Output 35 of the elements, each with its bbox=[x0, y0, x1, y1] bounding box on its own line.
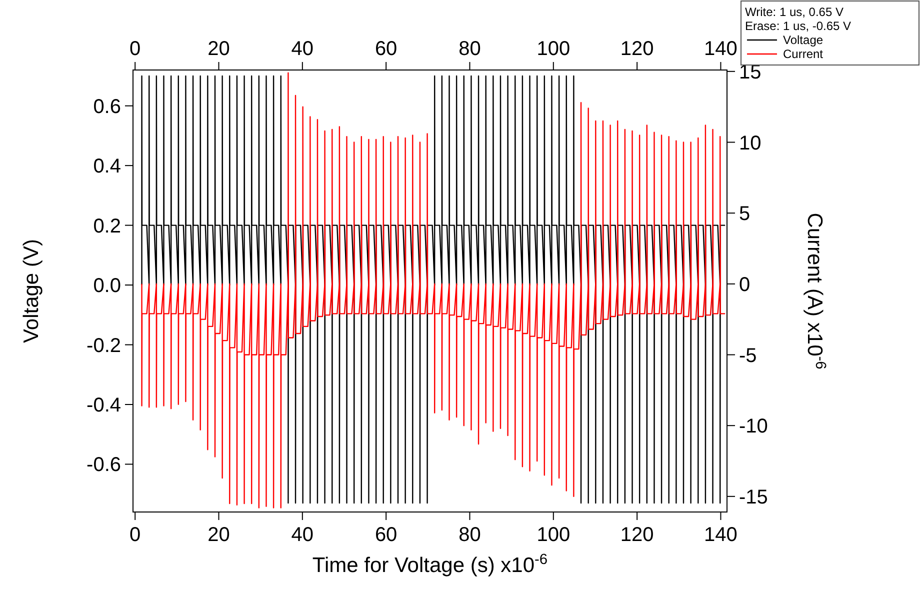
x2-tick-label: 0 bbox=[130, 524, 141, 546]
text: Erase: 1 us, -0.65 V bbox=[745, 19, 852, 33]
x-tick-label: 100 bbox=[536, 38, 570, 60]
y-tick-label: -0.6 bbox=[86, 454, 121, 476]
legend-label: Current bbox=[783, 47, 824, 61]
y2-tick-label: -10 bbox=[739, 416, 768, 438]
y2-tick-label: 10 bbox=[739, 132, 762, 154]
x-tick-label: 140 bbox=[704, 38, 738, 60]
x2-tick-label: 20 bbox=[208, 524, 230, 546]
x2-tick-label: 60 bbox=[374, 524, 398, 546]
x2-tick-label: 140 bbox=[704, 524, 738, 546]
y2-tick-label: -5 bbox=[739, 344, 757, 367]
x2-tick-label: 120 bbox=[620, 524, 654, 546]
x-tick-label: 60 bbox=[374, 38, 398, 60]
y2-tick-label: 0 bbox=[739, 274, 750, 296]
legend-label: Voltage bbox=[783, 33, 824, 47]
x-axis-title: Time for Voltage (s) x10$^{-6}$ bbox=[312, 552, 548, 577]
x-tick-label: 40 bbox=[291, 38, 314, 60]
y-axis-title: Voltage (V) bbox=[20, 239, 43, 343]
y-tick-label: 0.6 bbox=[93, 96, 121, 118]
y-tick-label: 0.2 bbox=[93, 215, 121, 238]
y2-tick-label: -15 bbox=[739, 486, 768, 508]
y2-tick-label: 5 bbox=[739, 203, 750, 226]
x-tick-label: 0 bbox=[130, 38, 141, 60]
y-tick-label: 0.4 bbox=[93, 156, 121, 178]
x-tick-label: 120 bbox=[620, 38, 654, 60]
x2-tick-label: 80 bbox=[458, 524, 481, 546]
y-tick-label: -0.4 bbox=[86, 394, 121, 416]
x2-tick-label: 40 bbox=[291, 524, 314, 546]
x-tick-label: 20 bbox=[208, 38, 230, 60]
text: Write: 1 us, 0.65 V bbox=[745, 5, 844, 19]
x2-tick-label: 100 bbox=[536, 524, 570, 546]
y-tick-label: 0.0 bbox=[93, 275, 121, 298]
x-tick-label: 80 bbox=[458, 38, 481, 60]
y-tick-label: -0.2 bbox=[86, 334, 121, 357]
